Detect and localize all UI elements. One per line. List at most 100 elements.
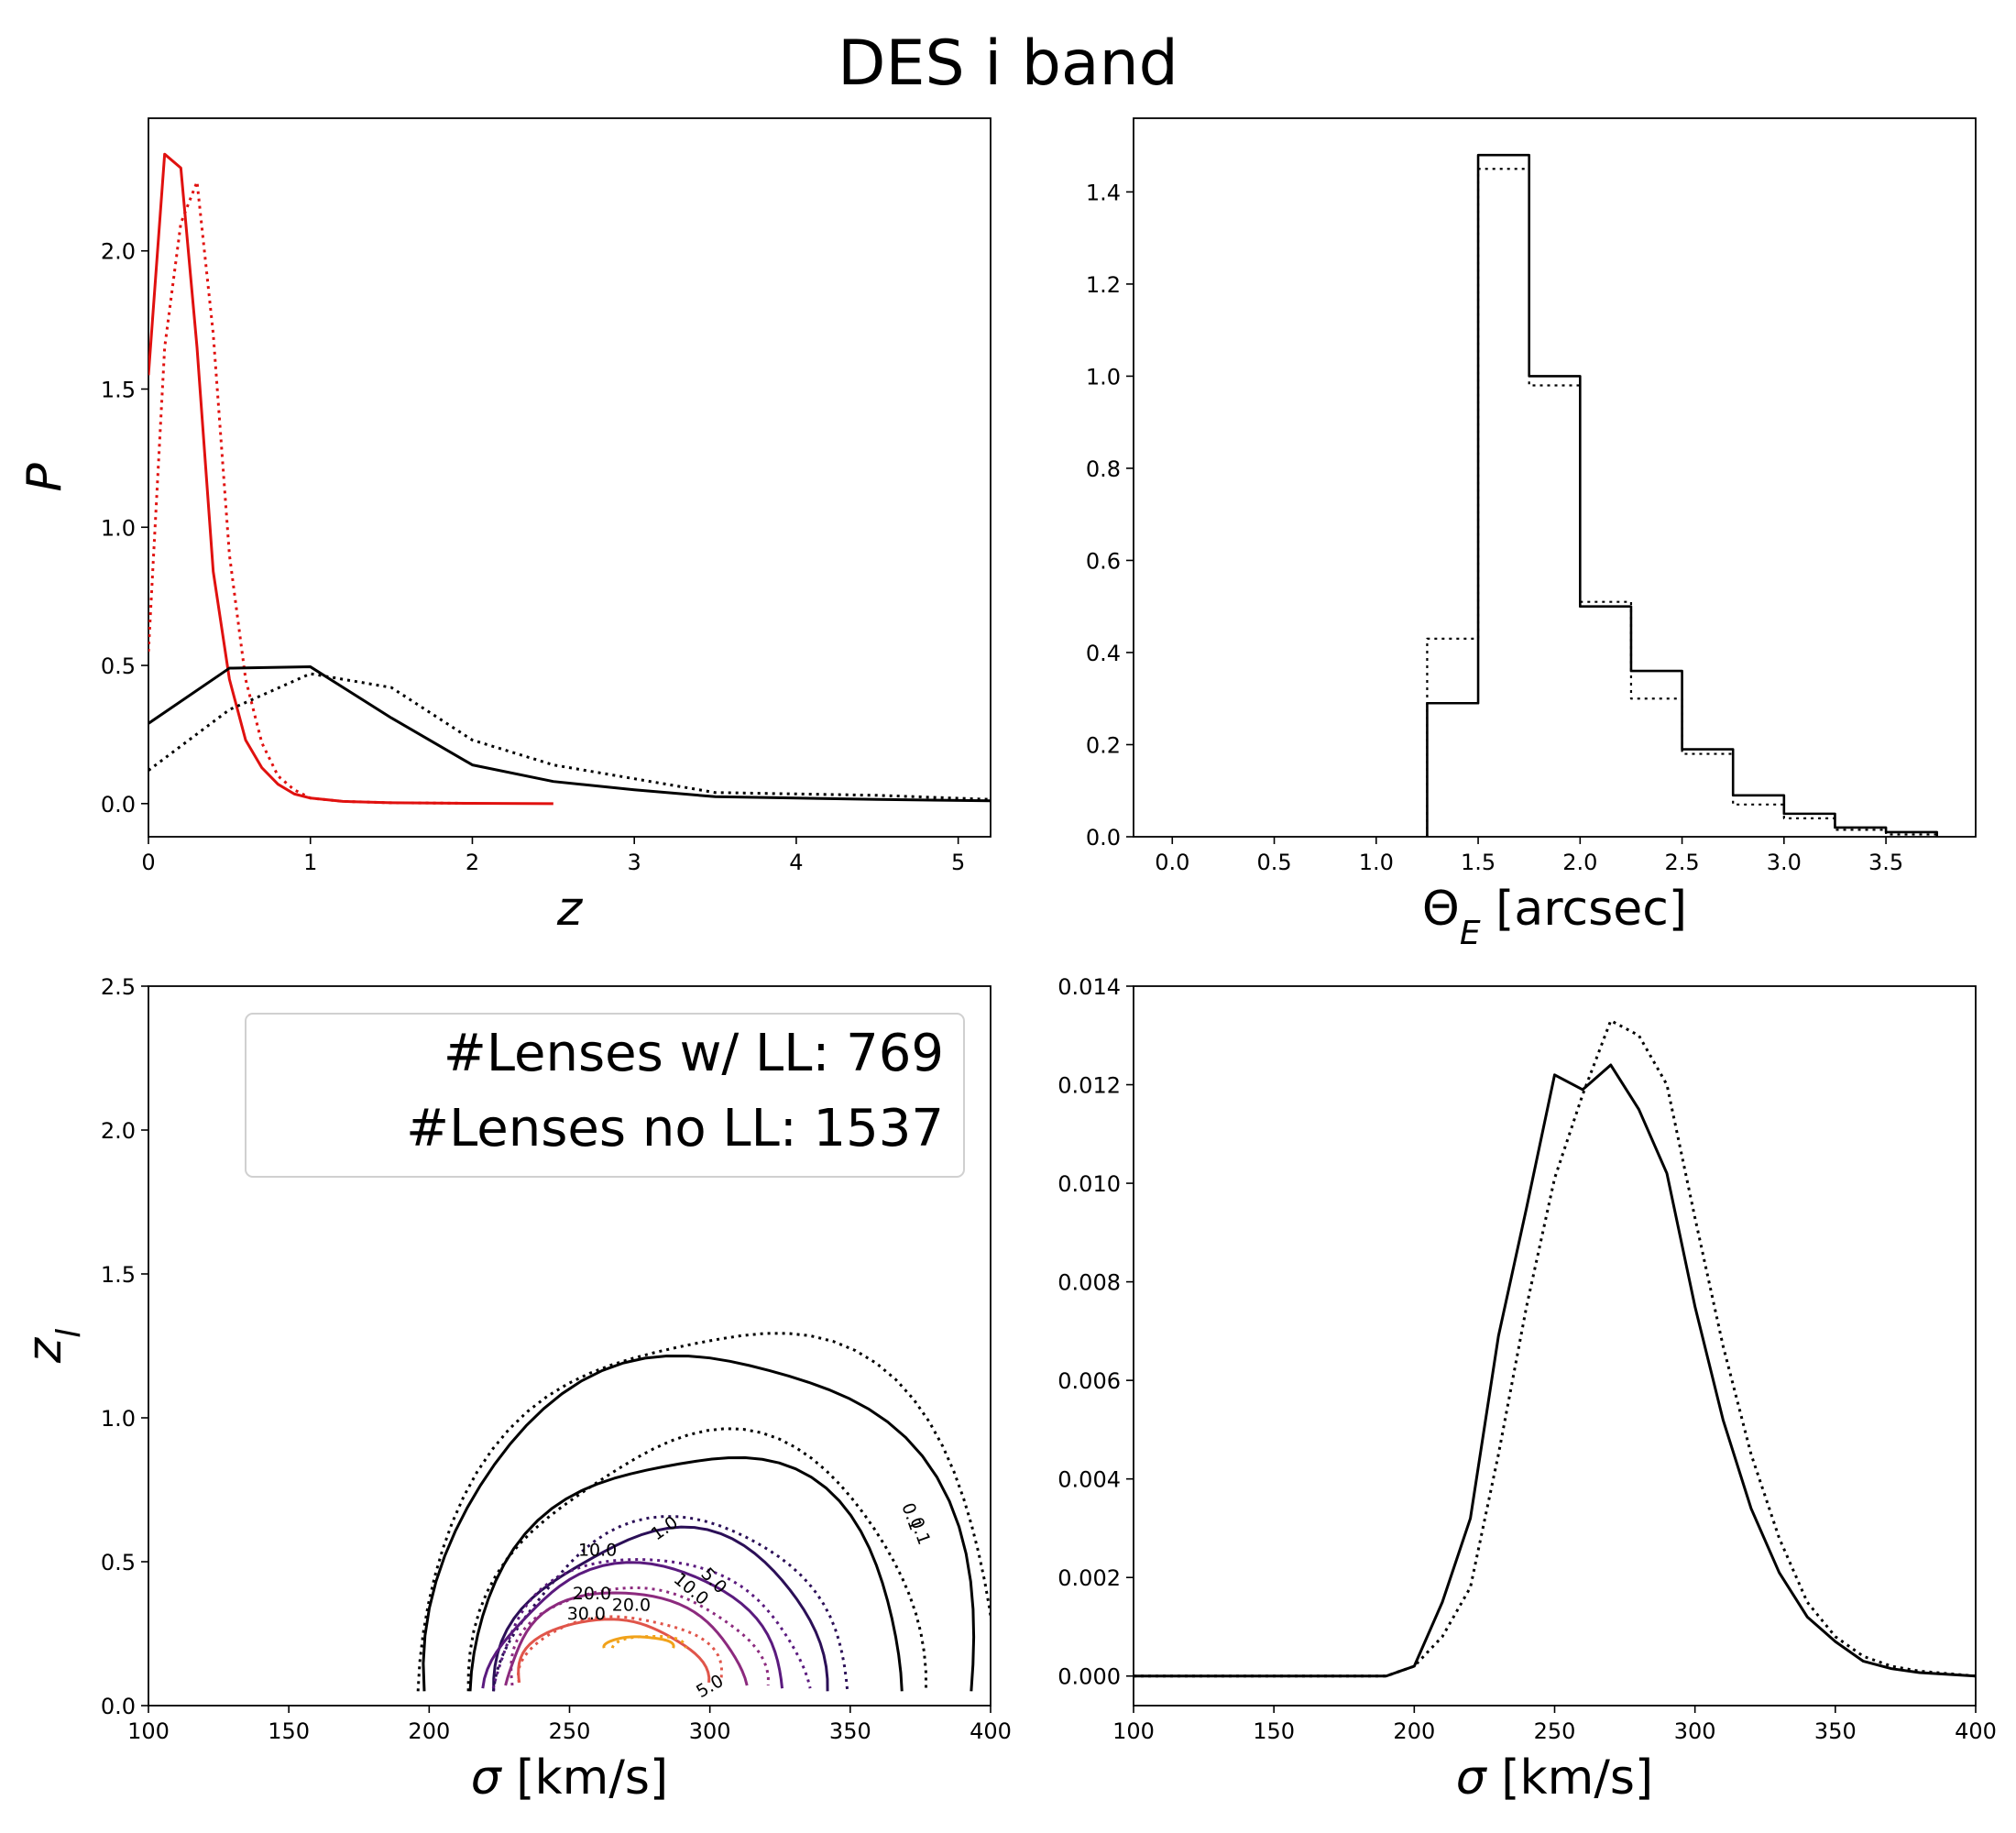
y-tick-label: 0.0 (101, 792, 136, 818)
y-tick-label: 2.0 (101, 239, 136, 265)
x-tick-label: 250 (1534, 1718, 1576, 1744)
x-tick-label: 2 (466, 850, 479, 875)
axes-1: 0 1 2 3 4 5 0.0 0.5 1.0 1.5 2.0 z P (17, 117, 992, 937)
label-part: z (556, 882, 584, 937)
y-tick-label: 0.0 (1086, 825, 1121, 851)
x-tick-label: 350 (829, 1718, 871, 1744)
x-tick-label: 3 (628, 850, 641, 875)
y-tick-label: 0.008 (1057, 1270, 1121, 1296)
contour-dotted-1 (466, 1427, 928, 1692)
plots-container: 0 1 2 3 4 5 0.0 0.5 1.0 1.5 2.0 z P 0.0 0.5 1.0 1.5 2.0 2.… (17, 117, 1997, 1806)
y-tick-label: 0.012 (1057, 1073, 1121, 1099)
contour-label: 20.0 (573, 1584, 611, 1604)
x-tick-label: 2.5 (1664, 850, 1699, 875)
label-part: E (1460, 915, 1481, 952)
legend-frame (245, 1013, 965, 1178)
contour-solid-0.1 (422, 1354, 976, 1692)
label-part: σ (471, 1751, 503, 1806)
legend: #Lenses w/ LL: 769 #Lenses no LL: 1537 (245, 1013, 965, 1178)
x-tick-label: 250 (549, 1718, 591, 1744)
x-tick-label: 300 (689, 1718, 731, 1744)
legend-entry: #Lenses no LL: 1537 (406, 1099, 944, 1158)
figure-title: DES i band (838, 27, 1178, 100)
series-line-1 (148, 180, 473, 806)
y-tick-label: 0.002 (1057, 1565, 1121, 1591)
label-part: σ (1456, 1751, 1488, 1806)
contour-solid-1 (468, 1455, 904, 1692)
series-line-0 (1134, 1063, 1977, 1678)
x-tick-label: 200 (408, 1718, 450, 1744)
series-line-1 (1134, 1019, 1977, 1678)
contour-solid-20 (504, 1591, 749, 1686)
contour-solid-5 (492, 1525, 829, 1692)
y-tick-label: 0.5 (101, 1550, 136, 1575)
plot-frame (1133, 117, 1977, 838)
axes-3: 100 150 200 250 300 350 400 0.0 0.5 1.0 1.5 2.0 2.5 1… (17, 974, 1012, 1806)
x-tick-label: 0.5 (1256, 850, 1291, 875)
histogram-step-0 (1426, 153, 1939, 837)
axes-4: 100 150 200 250 300 350 400 0.000 0.002 0.004 0.00… (1057, 974, 1997, 1806)
x-axis-label: z (556, 882, 584, 937)
contour-label: 10.0 (578, 1541, 617, 1561)
contour-label: 0.1 (905, 1515, 934, 1548)
x-axis-label: ΘE [arcsec] (1422, 882, 1687, 952)
label-part: P (17, 463, 72, 492)
contour-dotted-30 (517, 1615, 724, 1684)
y-tick-label: 0.5 (101, 653, 136, 679)
series-line-2 (148, 665, 991, 803)
x-tick-label: 0.0 (1155, 850, 1189, 875)
contour-label: 20.0 (612, 1595, 651, 1615)
x-axis-label: σ [km/s] (471, 1751, 668, 1806)
y-axis-label: P (17, 463, 72, 492)
x-tick-label: 1 (303, 850, 317, 875)
y-tick-label: 0.004 (1057, 1467, 1121, 1493)
x-tick-label: 150 (268, 1718, 310, 1744)
y-tick-label: 0.000 (1057, 1664, 1121, 1690)
y-tick-label: 0.8 (1086, 456, 1121, 482)
x-tick-label: 5 (951, 850, 965, 875)
x-tick-label: 150 (1253, 1718, 1295, 1744)
x-tick-label: 100 (1112, 1718, 1155, 1744)
label-part: z (17, 1336, 72, 1364)
x-tick-label: 3.0 (1767, 850, 1802, 875)
x-tick-label: 2.0 (1562, 850, 1597, 875)
x-tick-label: 4 (789, 850, 803, 875)
y-tick-label: 1.0 (101, 515, 136, 541)
label-part: [arcsec] (1481, 882, 1687, 937)
plot-frame (148, 117, 992, 838)
label-part: Θ (1422, 882, 1460, 937)
contour-dotted-5 (491, 1515, 849, 1692)
x-tick-label: 1.0 (1359, 850, 1394, 875)
y-tick-label: 2.0 (101, 1118, 136, 1144)
y-tick-label: 0.6 (1086, 548, 1121, 574)
y-tick-label: 1.0 (101, 1406, 136, 1432)
y-tick-label: 1.5 (101, 1262, 136, 1288)
legend-entry: #Lenses w/ LL: 769 (444, 1024, 944, 1083)
y-tick-label: 0.0 (101, 1694, 136, 1719)
y-tick-label: 0.4 (1086, 641, 1121, 666)
y-axis-label: zl (17, 1329, 88, 1364)
label-part: [km/s] (501, 1751, 668, 1806)
label-part: [km/s] (1486, 1751, 1653, 1806)
axes-2: 0.0 0.5 1.0 1.5 2.0 2.5 3.0 3.5 0.0 0.2 0.4 0.6 0.8 1… (1086, 117, 1977, 952)
y-tick-label: 2.5 (101, 974, 136, 1000)
x-tick-label: 350 (1814, 1718, 1857, 1744)
contour-dotted-40 (610, 1634, 687, 1649)
y-tick-label: 1.0 (1086, 364, 1121, 390)
y-tick-label: 0.014 (1057, 974, 1121, 1000)
y-tick-label: 0.010 (1057, 1171, 1121, 1197)
y-tick-label: 0.006 (1057, 1368, 1121, 1394)
contours: 1.0 0.10.15.010.010.020.020.030.05.0 (416, 1332, 991, 1702)
histogram-step-1 (1426, 168, 1938, 837)
y-tick-label: 0.2 (1086, 732, 1121, 758)
contour-dotted-10 (491, 1558, 812, 1689)
contour-solid-30 (517, 1618, 711, 1684)
y-tick-label: 1.2 (1086, 272, 1121, 298)
contour-dotted-20 (509, 1586, 770, 1686)
contour-solid-10 (481, 1561, 784, 1689)
contour-dotted-0.1 (416, 1332, 991, 1692)
x-tick-label: 100 (127, 1718, 170, 1744)
x-tick-label: 200 (1393, 1718, 1435, 1744)
series-line-0 (148, 152, 553, 806)
